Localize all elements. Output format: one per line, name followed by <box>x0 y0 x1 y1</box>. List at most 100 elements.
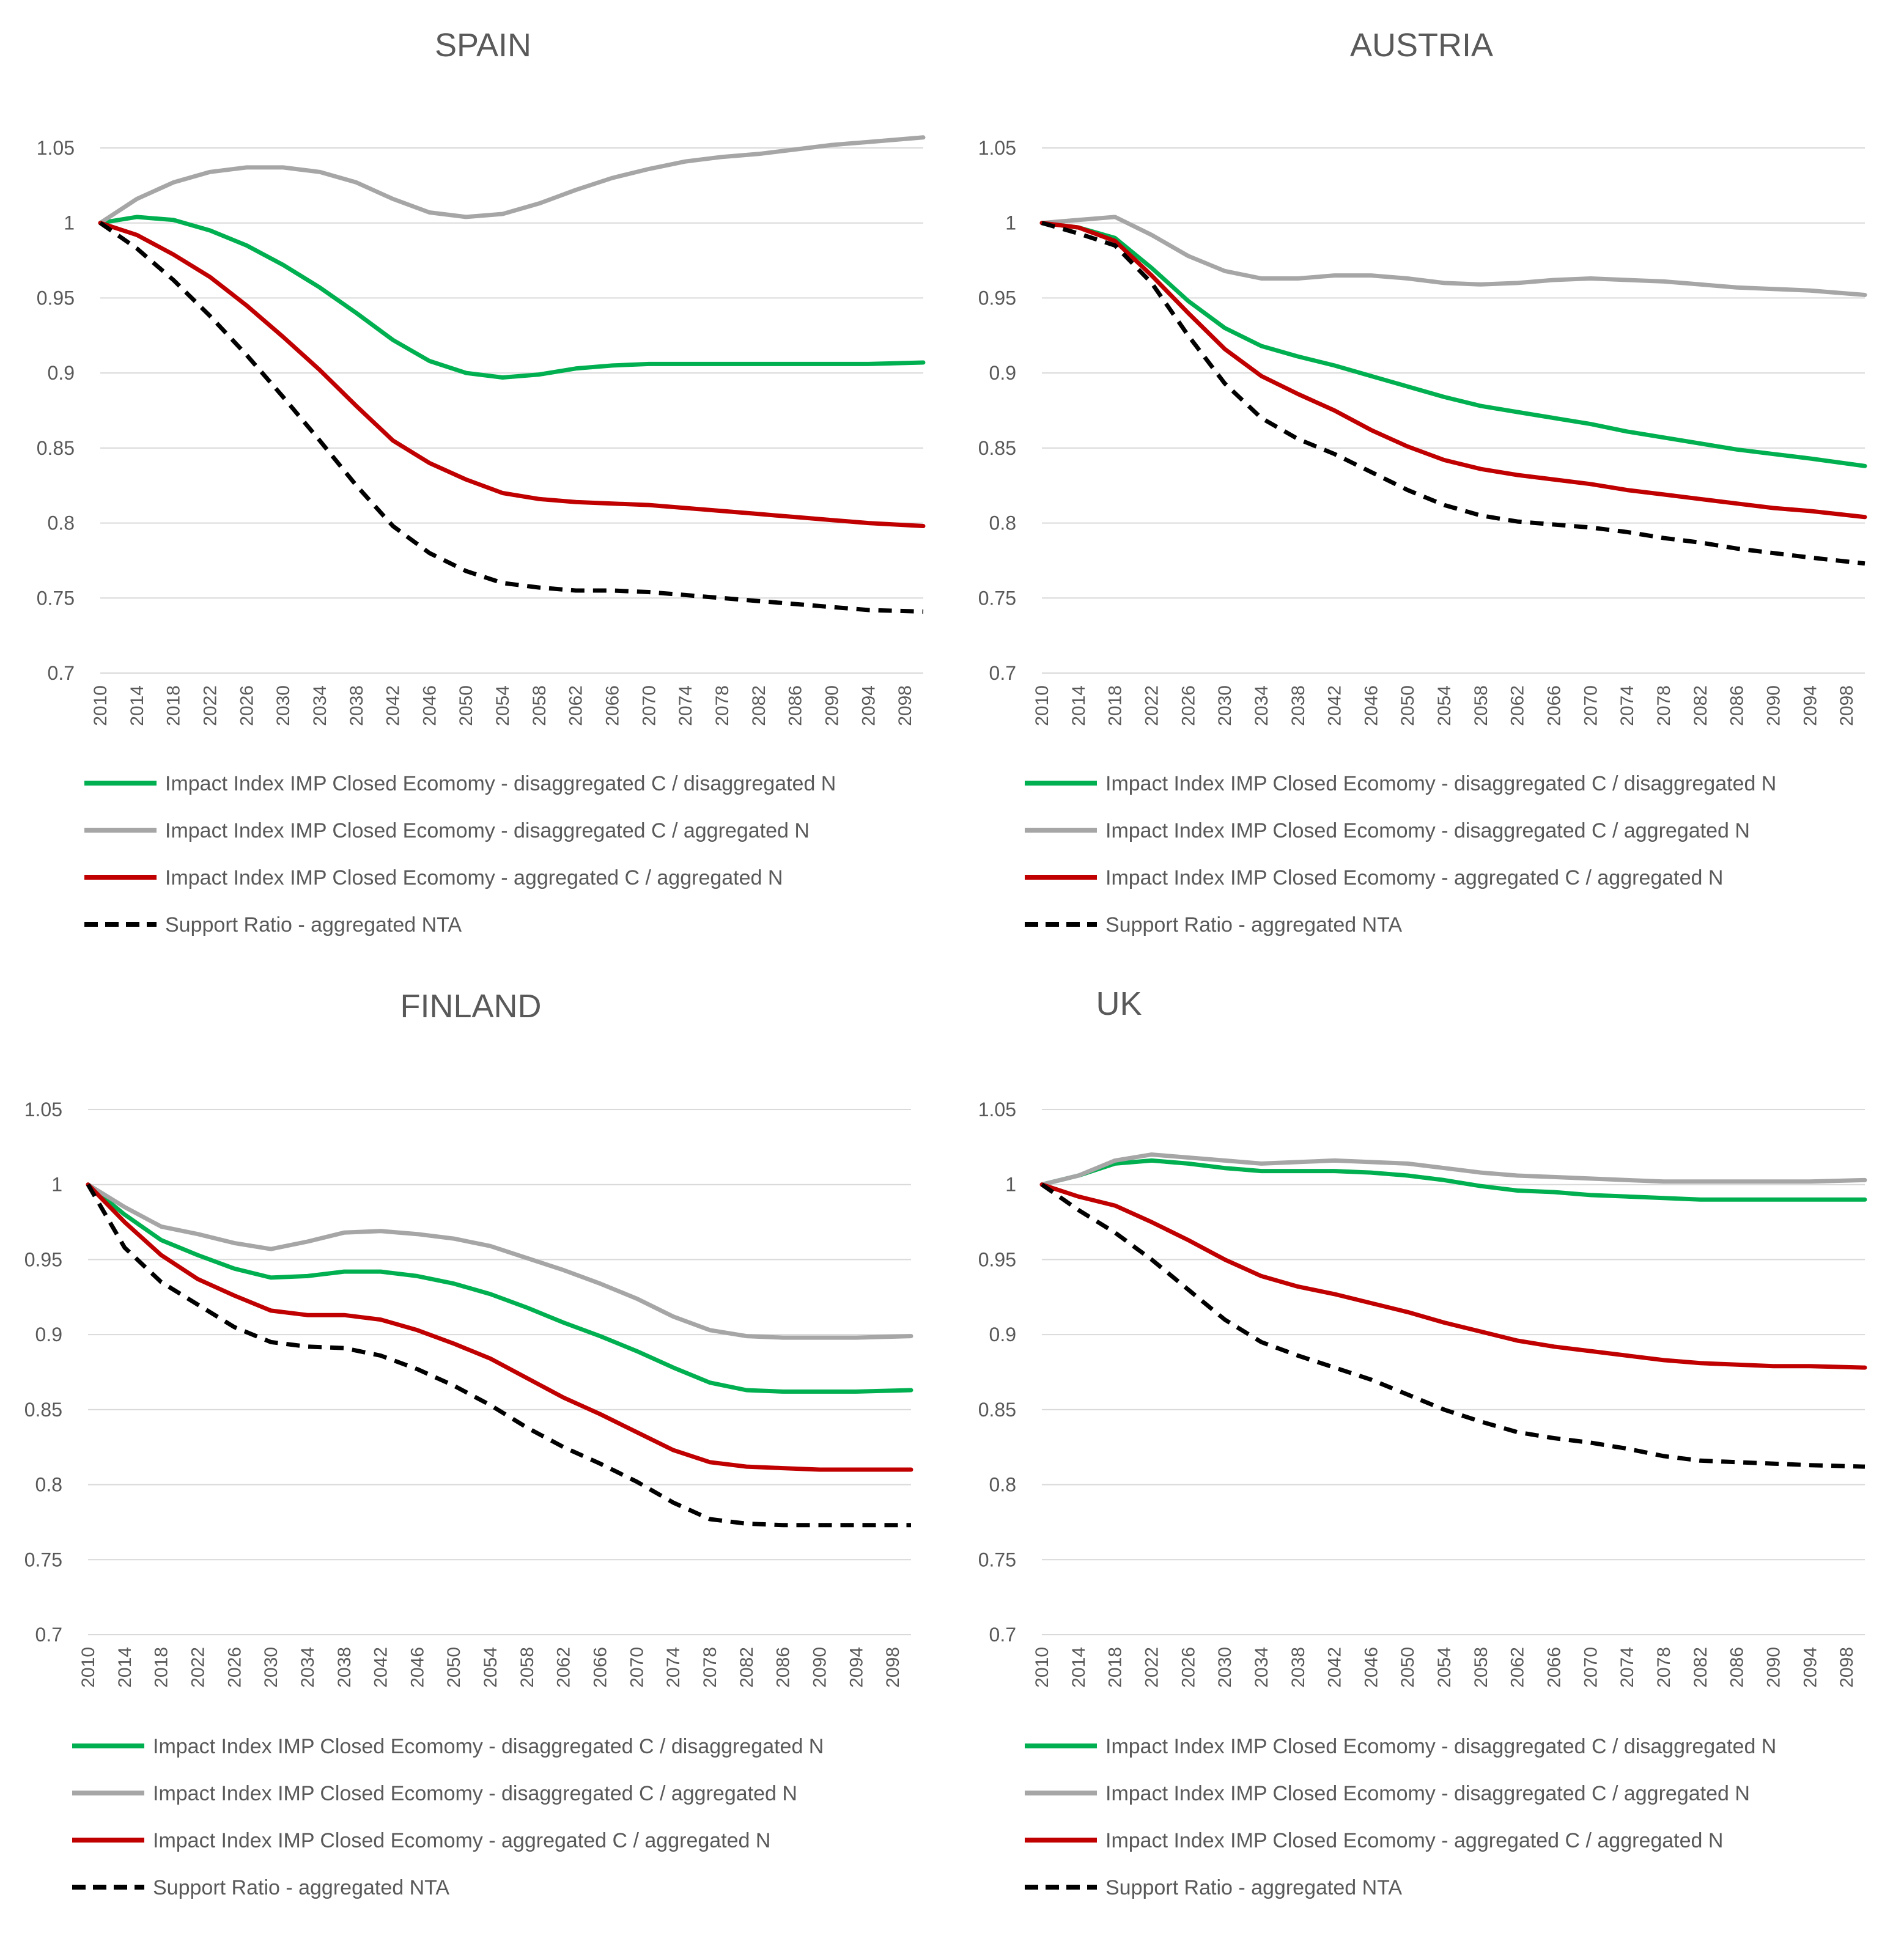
x-tick-label: 2058 <box>530 685 550 726</box>
x-tick-label: 2010 <box>1032 1647 1052 1688</box>
x-tick-label: 2034 <box>298 1647 318 1688</box>
x-tick-label: 2014 <box>1069 685 1089 726</box>
series-line-disagg-agg <box>86 1182 913 1340</box>
chart-panel-finland: FINLAND 0.7 0.75 0.8 0.85 0.9 0.95 1 1.05 2010 201… <box>24 988 913 1899</box>
legend-label: Support Ratio - aggregated NTA <box>165 913 462 937</box>
x-tick-label: 2070 <box>627 1647 647 1688</box>
legend-label: Impact Index IMP Closed Ecomomy - disagg… <box>165 772 836 795</box>
x-tick-label: 2038 <box>1288 1647 1308 1688</box>
x-tick-label: 2062 <box>1508 1647 1528 1688</box>
chart-title: AUSTRIA <box>1350 27 1493 64</box>
x-tick-label: 2030 <box>273 685 293 726</box>
x-tick-label: 2094 <box>846 1647 866 1688</box>
x-tick-label: 2050 <box>456 685 476 726</box>
x-tick-label: 2082 <box>1691 1647 1711 1688</box>
x-tick-label: 2026 <box>224 1647 245 1688</box>
y-tick-label: 1 <box>64 212 75 234</box>
series-line-agg-agg <box>98 221 926 528</box>
y-tick-label: 0.9 <box>989 1324 1016 1346</box>
x-tick-label: 2082 <box>749 685 769 726</box>
legend-label: Impact Index IMP Closed Ecomomy - disagg… <box>1105 1782 1750 1805</box>
series-line-disagg-disagg <box>86 1182 913 1394</box>
chart-title: SPAIN <box>435 27 531 64</box>
legend-label: Support Ratio - aggregated NTA <box>153 1876 449 1899</box>
x-tick-label: 2014 <box>115 1647 135 1688</box>
x-tick-label: 2042 <box>1325 1647 1345 1688</box>
x-tick-label: 2062 <box>554 1647 574 1688</box>
y-tick-label: 1.05 <box>978 137 1016 159</box>
x-tick-label: 2018 <box>164 685 184 726</box>
legend-label: Impact Index IMP Closed Ecomomy - disagg… <box>1105 772 1776 795</box>
x-tick-label: 2046 <box>419 685 440 726</box>
y-tick-label: 0.85 <box>978 1399 1016 1421</box>
x-tick-label: 2070 <box>1581 1647 1601 1688</box>
legend-label: Impact Index IMP Closed Ecomomy - aggreg… <box>153 1829 770 1852</box>
x-tick-label: 2078 <box>700 1647 720 1688</box>
x-tick-label: 2050 <box>1398 685 1418 726</box>
x-tick-label: 2078 <box>1654 1647 1674 1688</box>
x-tick-label: 2094 <box>858 685 879 726</box>
series-line-support-ratio <box>86 1183 911 1528</box>
x-tick-label: 2074 <box>1617 1647 1637 1688</box>
x-tick-label: 2026 <box>1178 685 1198 726</box>
y-tick-label: 0.8 <box>35 1474 62 1496</box>
series-line-agg-agg <box>86 1182 913 1472</box>
x-tick-label: 2090 <box>810 1647 830 1688</box>
x-tick-label: 2066 <box>1544 685 1565 726</box>
y-tick-label: 0.8 <box>48 512 75 534</box>
legend-label: Support Ratio - aggregated NTA <box>1105 913 1402 937</box>
x-tick-label: 2038 <box>1288 685 1308 726</box>
x-tick-label: 2050 <box>1398 1647 1418 1688</box>
x-tick-label: 2066 <box>603 685 623 726</box>
x-tick-label: 2054 <box>493 685 513 726</box>
x-tick-label: 2086 <box>1727 685 1747 726</box>
legend-label: Impact Index IMP Closed Ecomomy - disagg… <box>153 1782 797 1805</box>
x-tick-label: 2094 <box>1800 685 1820 726</box>
x-tick-label: 2018 <box>1105 1647 1126 1688</box>
x-tick-label: 2010 <box>1032 685 1052 726</box>
legend-label: Impact Index IMP Closed Ecomomy - disagg… <box>153 1735 824 1758</box>
x-tick-label: 2022 <box>1142 1647 1162 1688</box>
x-tick-label: 2022 <box>1142 685 1162 726</box>
x-tick-label: 2054 <box>1434 685 1455 726</box>
legend-label: Impact Index IMP Closed Ecomomy - aggreg… <box>165 866 783 889</box>
series-line-disagg-disagg <box>1039 221 1867 468</box>
x-tick-label: 2098 <box>895 685 915 726</box>
x-tick-label: 2010 <box>90 685 111 726</box>
y-tick-label: 0.7 <box>35 1624 62 1646</box>
y-tick-label: 1.05 <box>978 1099 1016 1121</box>
y-tick-label: 0.9 <box>989 362 1016 384</box>
x-tick-label: 2066 <box>1544 1647 1565 1688</box>
x-tick-label: 2078 <box>1654 685 1674 726</box>
x-tick-label: 2098 <box>883 1647 903 1688</box>
y-tick-label: 0.75 <box>978 1548 1016 1570</box>
y-tick-label: 0.75 <box>24 1548 62 1570</box>
x-tick-label: 2022 <box>200 685 220 726</box>
series-line-disagg-disagg <box>98 215 926 380</box>
x-tick-label: 2062 <box>1508 685 1528 726</box>
legend-label: Impact Index IMP Closed Ecomomy - disagg… <box>1105 819 1750 842</box>
y-tick-label: 0.95 <box>978 1248 1016 1270</box>
x-tick-label: 2054 <box>481 1647 501 1688</box>
y-tick-label: 0.95 <box>978 287 1016 309</box>
legend-label: Support Ratio - aggregated NTA <box>1105 1876 1402 1899</box>
series-line-disagg-disagg <box>1039 1158 1867 1202</box>
x-tick-label: 2010 <box>78 1647 98 1688</box>
y-tick-label: 0.8 <box>989 512 1016 534</box>
y-tick-label: 0.8 <box>989 1474 1016 1496</box>
x-tick-label: 2034 <box>1252 685 1272 726</box>
y-tick-label: 1.05 <box>37 137 75 159</box>
x-tick-label: 2082 <box>1691 685 1711 726</box>
x-tick-label: 2042 <box>1325 685 1345 726</box>
y-tick-label: 0.75 <box>978 587 1016 609</box>
x-tick-label: 2042 <box>383 685 404 726</box>
chart-title: FINLAND <box>400 988 541 1025</box>
x-tick-label: 2050 <box>444 1647 464 1688</box>
y-tick-label: 0.75 <box>37 587 75 609</box>
series-line-support-ratio <box>98 221 924 614</box>
legend-label: Impact Index IMP Closed Ecomomy - aggreg… <box>1105 1829 1723 1852</box>
x-tick-label: 2086 <box>1727 1647 1747 1688</box>
x-tick-label: 2046 <box>1361 1647 1381 1688</box>
x-tick-label: 2018 <box>1105 685 1126 726</box>
y-tick-label: 1.05 <box>24 1099 62 1121</box>
